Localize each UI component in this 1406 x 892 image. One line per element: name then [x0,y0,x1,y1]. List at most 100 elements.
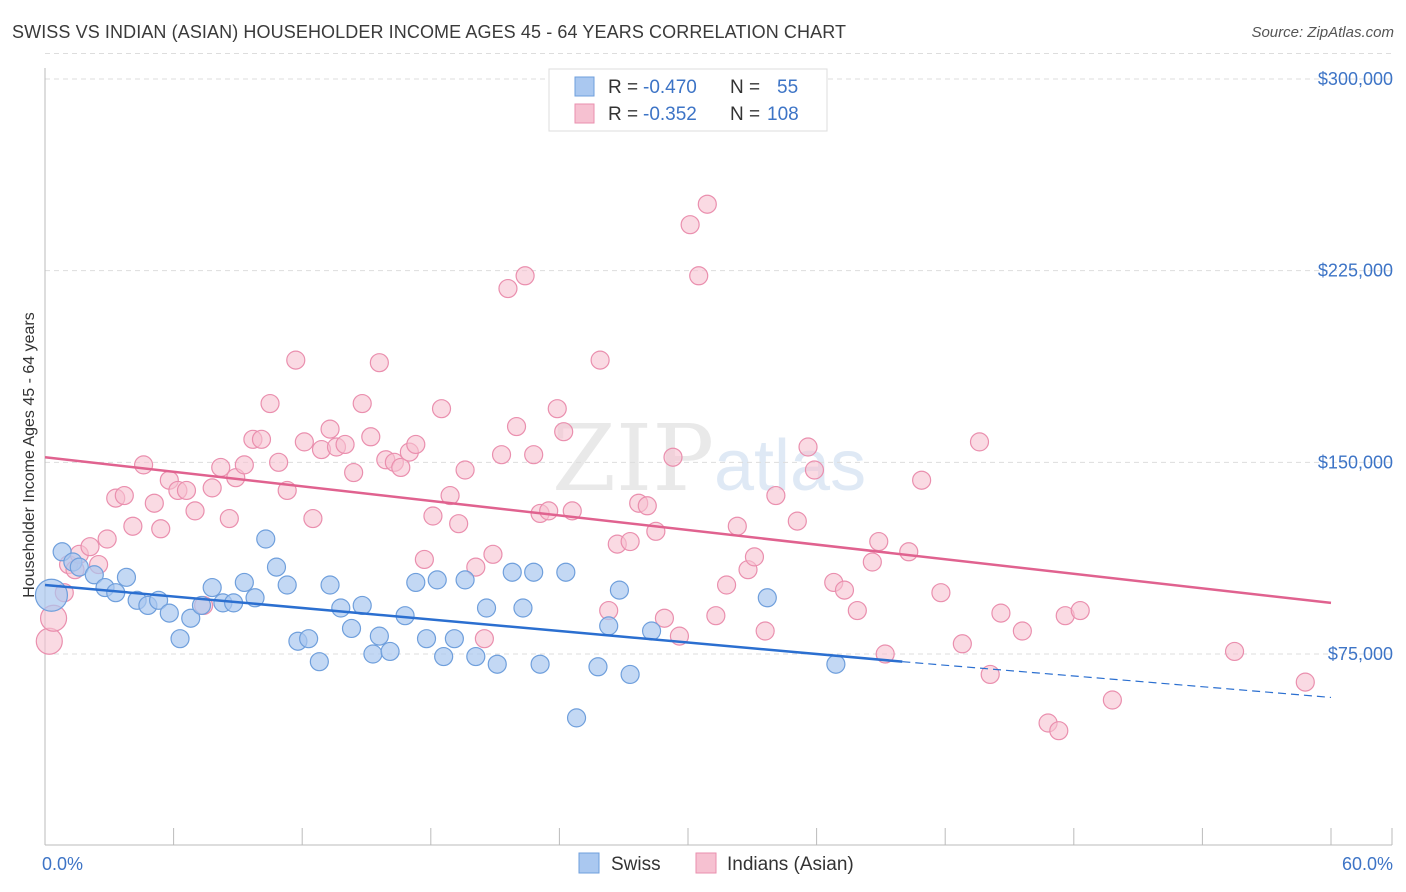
indian-point [931,583,951,603]
indian-point [498,278,518,299]
x-tick-label-max: 60.0% [1342,854,1393,874]
indian-point [952,634,972,654]
swiss-point [266,557,287,577]
indian-point [251,429,272,449]
swiss-point [566,708,587,728]
legend-n-value-2: 108 [767,104,799,125]
legend-swatch-swiss [574,76,595,97]
indian-point [219,508,239,529]
swiss-point [34,578,69,612]
indian-point [320,419,340,439]
swiss-point [69,557,89,577]
indian-point [834,580,855,600]
indian-point [689,266,709,286]
indian-point [491,445,512,465]
indian-point [269,452,289,472]
indian-point [727,516,747,536]
swiss-point [406,572,426,593]
swiss-point [620,664,640,685]
legend-r-value-2: -0.352 [643,104,697,125]
swiss-point [191,595,212,616]
source-label: Source: ZipAtlas.com [1251,24,1394,41]
legend: R = -0.470 N = 55 R = -0.352 N = 108 [548,68,828,132]
bottom-legend-label-indian: Indians (Asian) [727,854,854,875]
indian-point [654,608,675,628]
indian-point [431,399,452,419]
indian-point [455,460,475,480]
x-tick-label-min: 0.0% [42,854,83,874]
watermark-zip: ZIP [552,405,714,512]
swiss-point [455,570,475,590]
swiss-point [599,616,619,636]
swiss-point [427,570,447,590]
indian-point [423,506,443,526]
indian-point [151,519,171,539]
indian-point [847,600,867,621]
legend-n-value-1: 55 [777,77,798,98]
bottom-legend-swatch-indian [695,852,717,874]
y-tick-label: $75,000 [1328,644,1393,664]
indian-point [406,434,426,455]
indian-point [804,460,825,480]
swiss-point [116,567,137,587]
indian-point [912,470,932,490]
y-tick-label: $225,000 [1318,261,1393,281]
swiss-point [84,565,104,585]
indian-point [706,606,726,626]
indian-point [391,457,411,478]
legend-n-label-1: N = [730,77,760,98]
swiss-point [466,646,486,667]
indian-point [787,511,807,531]
watermark: ZIP atlas [552,405,866,512]
indian-point [862,552,882,572]
legend-r-label-2: R = [608,104,638,125]
indian-point [1102,690,1122,710]
swiss-point [256,529,276,549]
gridlines [45,52,1392,655]
indian-point [133,455,154,475]
indian-point [899,542,919,562]
indian-point [97,529,117,549]
swiss-point [502,562,522,582]
swiss-point [299,629,319,649]
swiss-point [416,629,437,649]
series-indians-asian-points [35,194,1315,741]
swiss-point [202,577,222,598]
swiss-point [609,580,630,600]
indian-point [35,627,63,655]
swiss-point [444,629,464,649]
indian-point [1049,721,1069,741]
swiss-point [530,654,550,674]
swiss-point [369,626,389,646]
indian-point [185,501,205,521]
swiss-point [309,652,329,672]
indian-point [114,485,134,506]
trend-lines [44,455,1332,699]
swiss-point [434,646,454,667]
indian-point [234,455,254,475]
indian-point [1224,641,1245,662]
swiss-point [234,572,254,593]
indian-point [260,393,280,414]
y-axis-tick-labels: $75,000 $150,000 $225,000 $300,000 [1318,69,1393,664]
indian-point [344,462,364,483]
indian-point [554,422,574,442]
indian-point [680,215,700,235]
legend-box [548,68,828,132]
swiss-point [181,608,201,628]
indian-point [515,266,535,286]
indian-point [969,432,990,452]
indian-point [547,399,567,419]
indian-point [202,478,222,498]
indian-point [474,629,494,649]
swiss-point [487,654,507,674]
swiss-point [641,621,662,641]
y-tick-label: $150,000 [1318,452,1393,472]
indian-point [697,194,717,214]
swiss-point [513,598,533,618]
swiss-point [320,575,340,595]
indian-point [466,557,486,577]
bottom-legend-swatch-swiss [578,852,600,874]
indian-point [506,416,527,437]
